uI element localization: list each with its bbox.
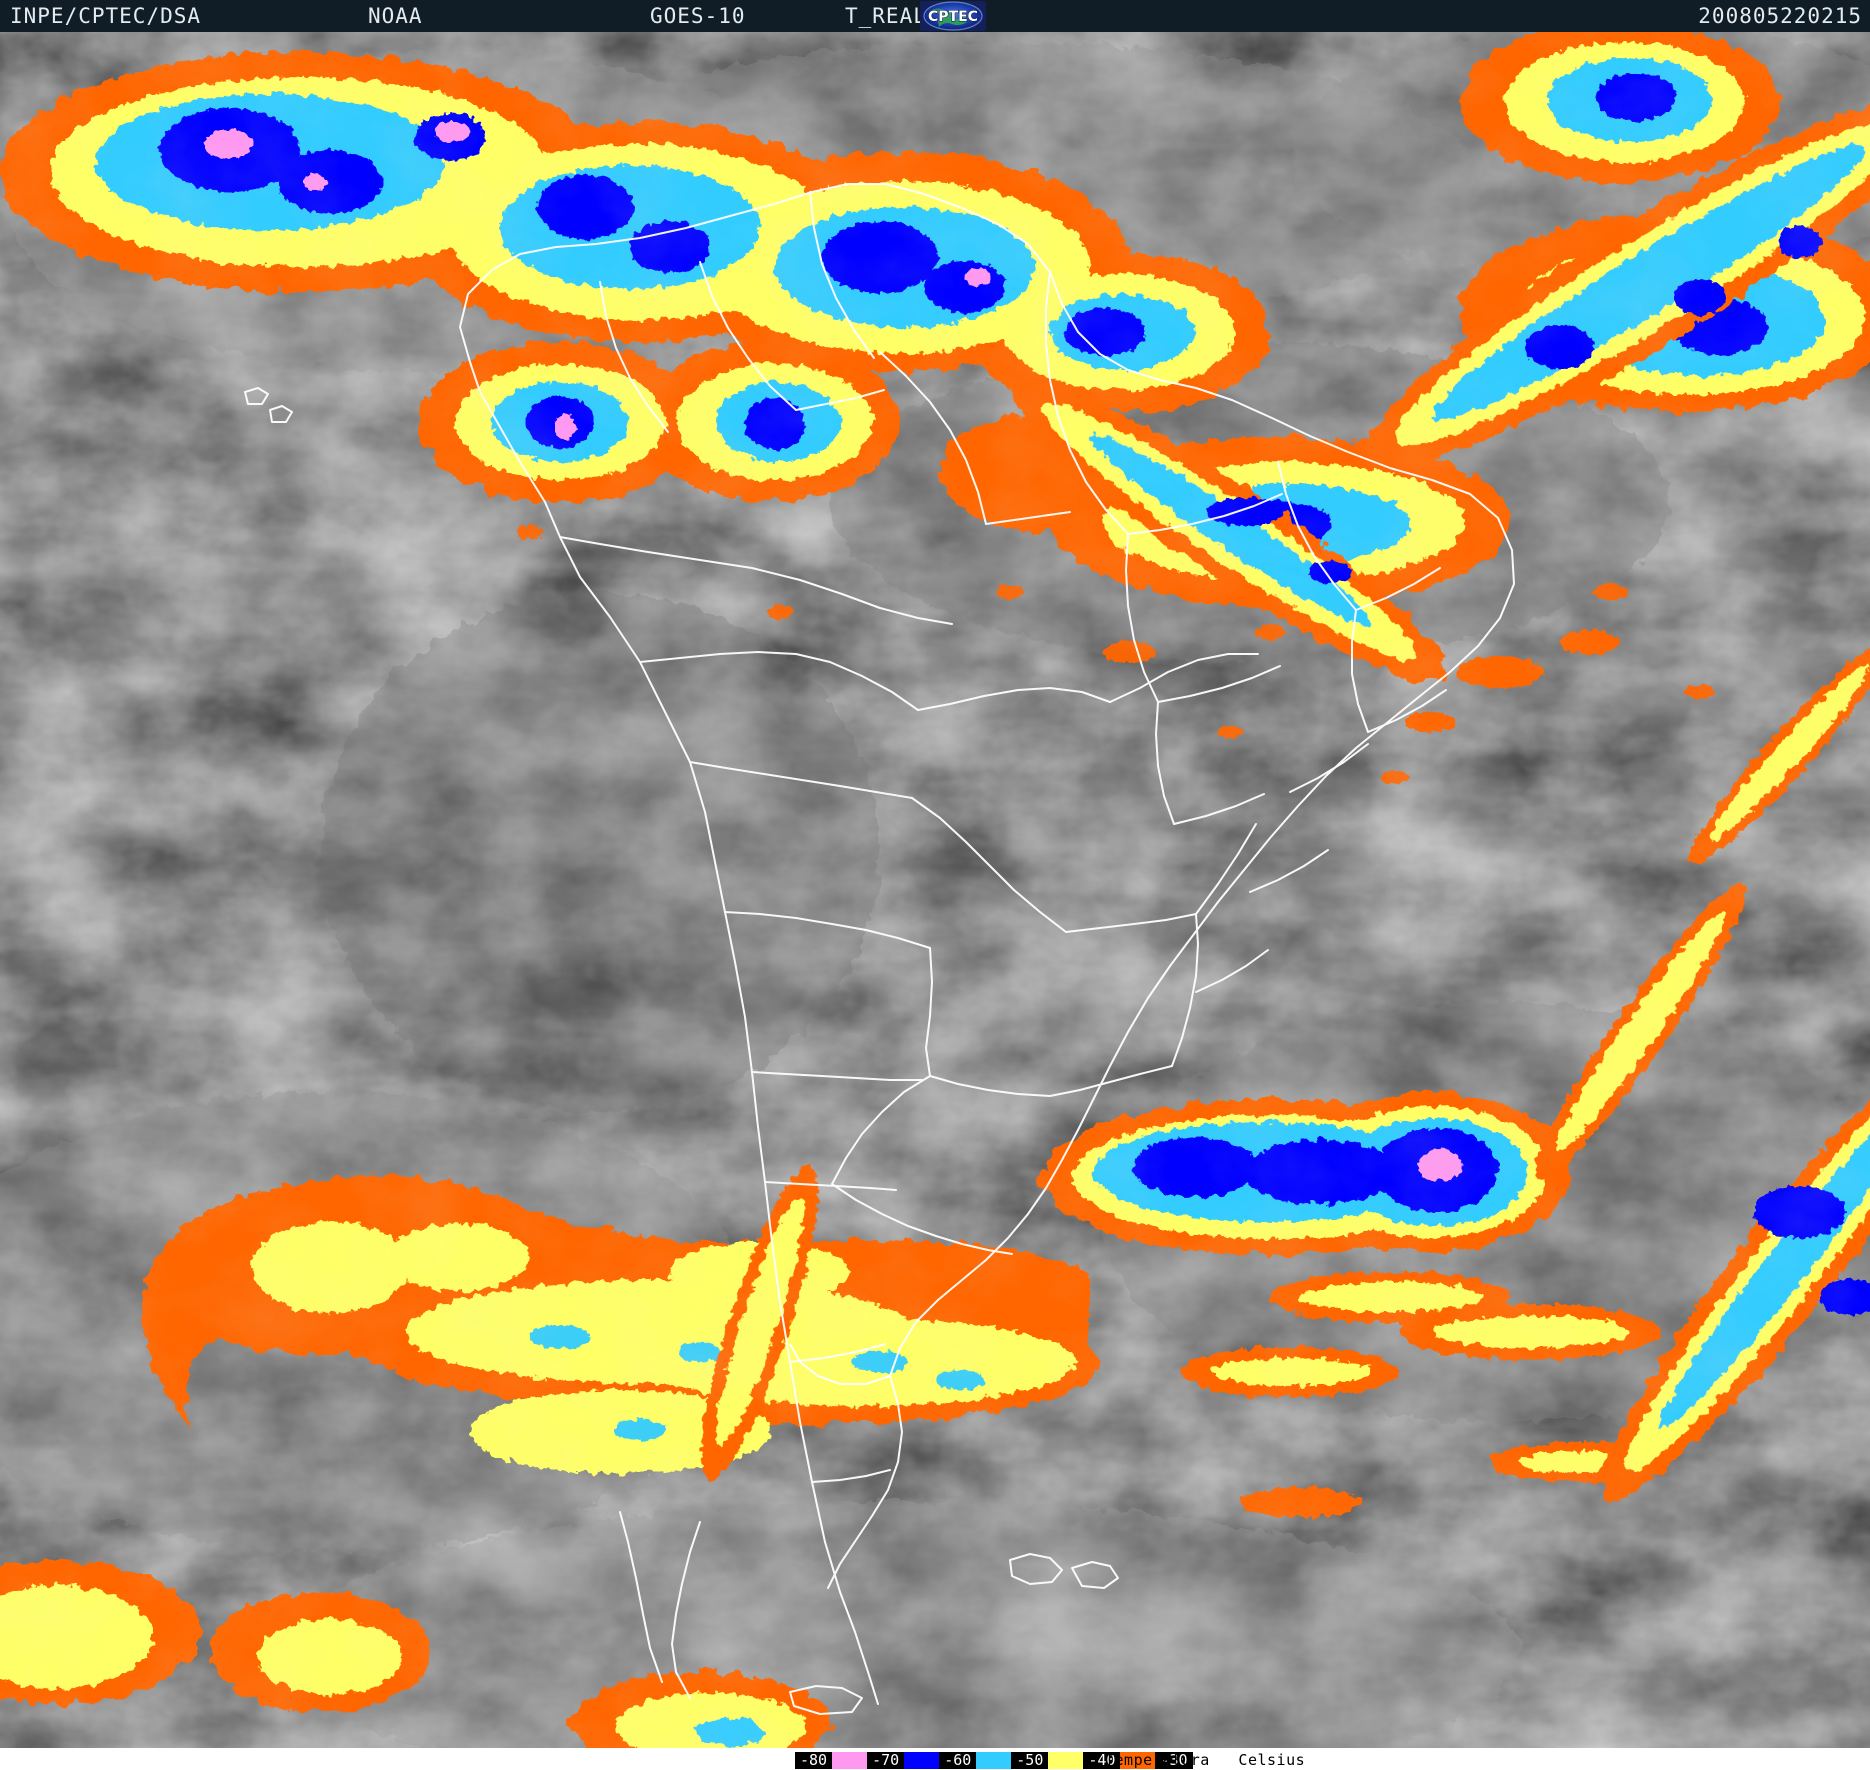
header-bar: INPE/CPTEC/DSA NOAA GOES-10 T_REALCE 200… [0,0,1870,32]
legend-tick--60: -60 [939,1752,977,1769]
temperature-legend: -80 -70 -60 -50 -40 -30 Temperatura Cels… [0,1748,1870,1770]
legend-color-scale: -80 -70 -60 -50 -40 -30 [795,1752,1193,1769]
header-satellite: GOES-10 [650,4,746,28]
header-timestamp: 200805220215 [1698,4,1862,28]
legend-tick--40: -40 [1083,1752,1121,1769]
cptec-logo-icon: CPTEC [920,1,986,31]
legend-swatch-cyan [976,1752,1012,1769]
legend-swatch-yellow [1048,1752,1084,1769]
legend-swatch-orange [1120,1752,1156,1769]
legend-caption: Temperatura Celsius [1105,1751,1306,1769]
satellite-image-canvas [0,32,1870,1748]
legend-tick--80: -80 [795,1752,833,1769]
satellite-image-svg [0,32,1870,1748]
legend-tick--50: -50 [1011,1752,1049,1769]
legend-swatch-pink [832,1752,868,1769]
legend-swatch-blue [904,1752,940,1769]
legend-tick--30: -30 [1155,1752,1193,1769]
header-agency: NOAA [368,4,423,28]
svg-text:CPTEC: CPTEC [928,9,978,25]
header-institution: INPE/CPTEC/DSA [10,4,202,28]
legend-tick--70: -70 [867,1752,905,1769]
sat-noise-overlay [0,32,1870,1748]
